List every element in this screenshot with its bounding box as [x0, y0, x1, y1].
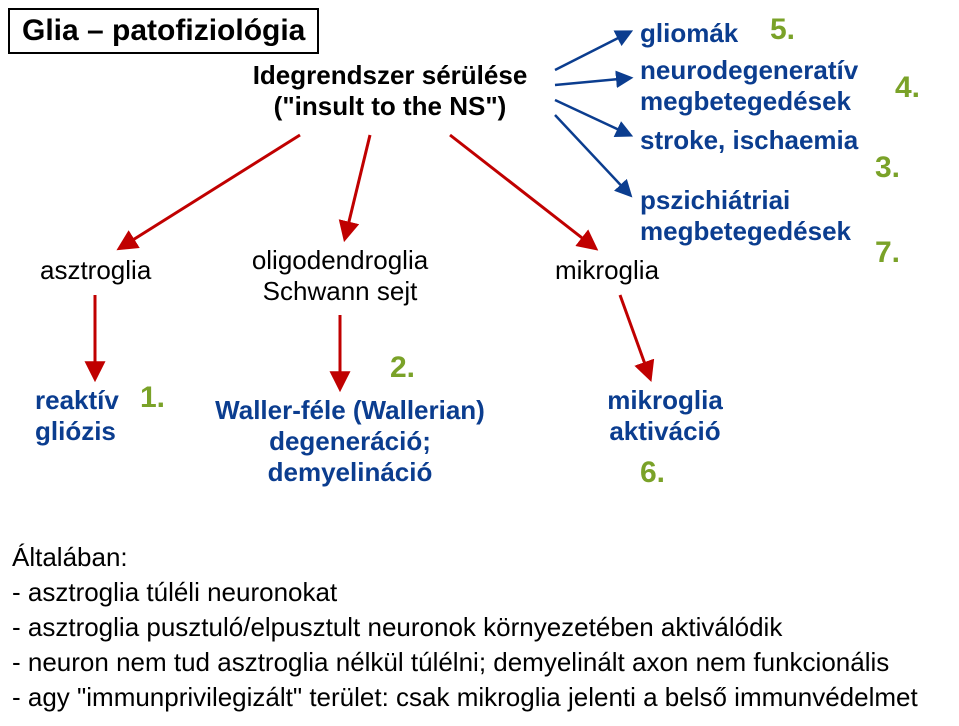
num-3: 3. [875, 150, 900, 186]
disease-neuro-line2: megbetegedések [640, 86, 858, 117]
cell-oligodendroglia: oligodendroglia Schwann sejt [230, 245, 450, 307]
proc-reactive-gliosis: reaktív gliózis [35, 385, 119, 447]
num-4: 4. [895, 70, 920, 106]
num-2: 2. [390, 350, 415, 386]
arrow-insult-astro [120, 135, 300, 248]
arrow-insult-oligo [345, 135, 370, 238]
disease-neuro-line1: neurodegeneratív [640, 55, 858, 86]
disease-psych-line1: pszichiátriai [640, 185, 851, 216]
arrow-to-psych [555, 115, 630, 195]
cell-oligo-line2: Schwann sejt [230, 276, 450, 307]
bullet-4: - agy "immunprivilegizált" terület: csak… [12, 680, 918, 715]
proc-waller-line3: demyelináció [170, 457, 530, 488]
disease-stroke: stroke, ischaemia [640, 125, 858, 156]
center-insult-line1: Idegrendszer sérülése [230, 60, 550, 91]
center-insult-line2: ("insult to the NS") [230, 91, 550, 122]
bullet-2: - asztroglia pusztuló/elpusztult neurono… [12, 610, 918, 645]
disease-psych-line2: megbetegedések [640, 216, 851, 247]
cell-oligo-line1: oligodendroglia [230, 245, 450, 276]
disease-neurodegen: neurodegeneratív megbetegedések [640, 55, 858, 117]
arrow-to-neurodegen [555, 78, 630, 85]
proc-waller-line2: degeneráció; [170, 426, 530, 457]
center-insult: Idegrendszer sérülése ("insult to the NS… [230, 60, 550, 122]
page-title: Glia – patofiziológia [8, 8, 319, 54]
arrow-to-glioma [555, 32, 630, 70]
proc-reactive-line2: gliózis [35, 416, 119, 447]
proc-microglia-activation: mikroglia aktiváció [585, 385, 745, 447]
num-5: 5. [770, 12, 795, 48]
num-7: 7. [875, 235, 900, 271]
bullet-1: - asztroglia túléli neuronokat [12, 575, 918, 610]
proc-wallerian: Waller-féle (Wallerian) degeneráció; dem… [170, 395, 530, 489]
disease-psychiatric: pszichiátriai megbetegedések [640, 185, 851, 247]
proc-microact-line1: mikroglia [585, 385, 745, 416]
bullet-3: - neuron nem tud asztroglia nélkül túlél… [12, 645, 918, 680]
proc-waller-line1: Waller-féle (Wallerian) [170, 395, 530, 426]
arrow-micro-activation [620, 295, 650, 378]
bullets-block: Általában: - asztroglia túléli neuronoka… [12, 540, 918, 715]
bullets-header: Általában: [12, 540, 918, 575]
num-6: 6. [640, 455, 665, 491]
cell-microglia: mikroglia [555, 255, 659, 286]
disease-glioma: gliomák [640, 18, 738, 49]
arrow-to-stroke [555, 100, 630, 135]
proc-microact-line2: aktiváció [585, 416, 745, 447]
cell-astroglia: asztroglia [40, 255, 151, 286]
num-1: 1. [140, 380, 165, 416]
arrow-insult-micro [450, 135, 595, 248]
proc-reactive-line1: reaktív [35, 385, 119, 416]
